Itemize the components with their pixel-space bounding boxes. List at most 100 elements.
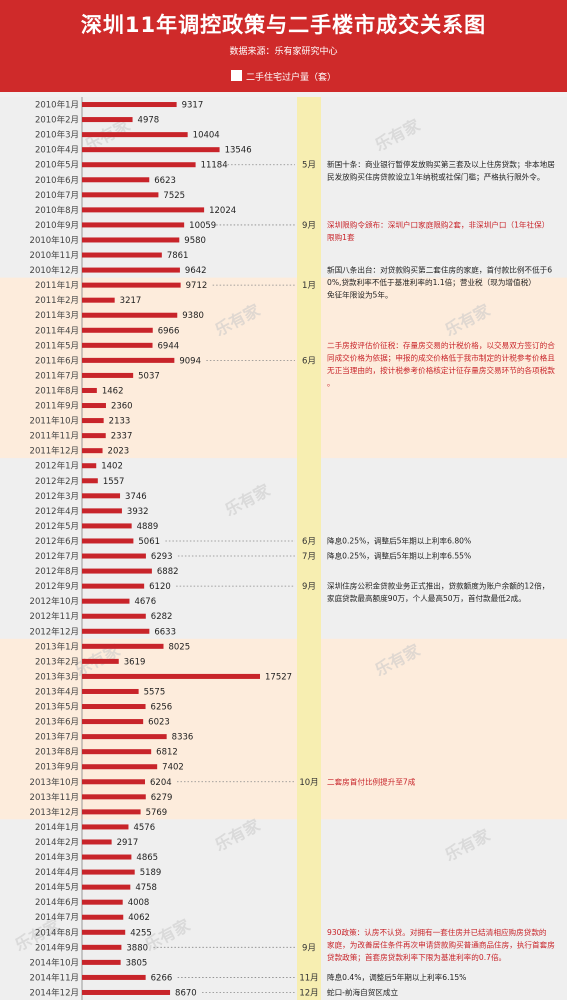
data-label: 4576 (133, 823, 155, 833)
category-label: 2012年9月 (35, 581, 79, 592)
category-label: 2011年10月 (30, 416, 79, 427)
data-label: 8670 (175, 988, 197, 998)
data-label: 5769 (146, 808, 168, 818)
bar (82, 222, 185, 228)
data-label: 9712 (186, 281, 208, 291)
year-band (0, 277, 567, 459)
category-label: 2013年2月 (35, 656, 79, 667)
bar (82, 357, 175, 363)
category-label: 2013年11月 (30, 792, 79, 803)
category-label: 2010年9月 (35, 220, 79, 231)
category-label: 2014年9月 (35, 942, 79, 953)
policy-text-line: 贷款政策；首套房贷款利率下限为基准利率的0.7倍。 (327, 952, 506, 962)
data-label: 7525 (163, 191, 185, 201)
data-label: 3805 (126, 958, 148, 968)
bar (82, 267, 180, 273)
policy-month-column (297, 97, 321, 1000)
data-label: 3746 (125, 492, 147, 502)
policy-text-line: 930政策：认房不认贷。对拥有一套住房并已结清相应购房贷款的 (327, 927, 547, 937)
data-label: 7861 (167, 251, 189, 261)
bar (82, 914, 124, 920)
policy-month: 1月 (302, 281, 316, 291)
bar (82, 387, 97, 393)
legend-swatch (230, 70, 242, 81)
category-label: 2013年1月 (35, 641, 79, 652)
category-label: 2010年7月 (35, 190, 79, 201)
policy-text-line: 新国十条：商业银行暂停发放购买第三套及以上住房贷款；非本地居 (327, 159, 555, 169)
data-label: 6944 (158, 341, 180, 351)
bar (82, 989, 171, 995)
data-label: 4062 (128, 913, 150, 923)
bar (82, 568, 152, 574)
category-label: 2013年9月 (35, 762, 79, 773)
data-label: 4978 (138, 116, 160, 126)
data-label: 6812 (156, 748, 178, 758)
bar (82, 598, 130, 604)
category-label: 2014年8月 (35, 927, 79, 938)
data-label: 6623 (154, 176, 176, 186)
bar (82, 418, 104, 424)
data-label: 9380 (182, 311, 204, 321)
data-label: 1557 (103, 477, 125, 487)
data-label: 11184 (201, 161, 228, 171)
bar (82, 809, 141, 815)
policy-text-line: 降息0.4%，调整后5年期以上利率6.15% (327, 972, 466, 982)
category-label: 2011年8月 (35, 385, 79, 396)
data-label: 6204 (150, 778, 172, 788)
data-label: 2360 (111, 402, 133, 412)
policy-text-line: 无正当理由的，按计税参考价格核定计征存量房交易环节的各项税款 (327, 365, 555, 375)
bar (82, 312, 178, 318)
data-label: 9642 (185, 266, 207, 276)
bar (82, 688, 139, 694)
category-label: 2012年4月 (35, 506, 79, 517)
bar (82, 132, 188, 138)
bar (82, 162, 196, 168)
bar (82, 794, 146, 800)
policy-text-line: 降息0.25%，调整后5年期以上利率6.55% (327, 551, 471, 561)
data-label: 4255 (130, 928, 152, 938)
data-label: 5037 (138, 371, 160, 381)
bar (82, 523, 132, 529)
category-label: 2011年12月 (30, 446, 79, 457)
policy-month: 9月 (302, 943, 316, 953)
bar (82, 974, 146, 980)
policy-text-line: 家庭贷款最高额度90万，个人最高50万，首付款最低2成。 (327, 593, 526, 603)
header-banner: 深圳11年调控政策与二手楼市成交关系图 数据来源：乐有家研究中心 二手住宅过户量… (0, 0, 567, 92)
policy-month: 12月 (299, 988, 318, 998)
data-label: 6293 (151, 552, 173, 562)
data-label: 5189 (140, 868, 162, 878)
bar (82, 282, 181, 288)
policy-text-line: 二手房按评估价征税：存量房交易的计税价格，以交易双方签订的合 (327, 340, 555, 350)
data-label: 4676 (134, 597, 156, 607)
policy-text-line: 蛇口-前海自贸区成立 (327, 987, 398, 997)
bar (82, 478, 98, 484)
category-label: 2010年2月 (35, 115, 79, 126)
category-label: 2013年10月 (30, 777, 79, 788)
policy-text-line: 0%,贷款利率不低于基准利率的1.1倍；营业税（现为增值税） (327, 277, 536, 287)
bar (82, 884, 131, 890)
bar (82, 959, 121, 965)
data-label: 7402 (162, 763, 184, 773)
category-label: 2013年5月 (35, 702, 79, 713)
policy-month: 5月 (302, 161, 316, 171)
category-label: 2011年9月 (35, 401, 79, 412)
bar (82, 433, 106, 439)
data-label: 9317 (182, 101, 204, 111)
category-label: 2012年8月 (35, 566, 79, 577)
policy-month: 7月 (302, 552, 316, 562)
category-label: 2012年10月 (30, 596, 79, 607)
policy-text-line: 新国八条出台：对贷款购买第二套住房的家庭，首付款比例不低于6 (327, 265, 552, 275)
category-label: 2013年4月 (35, 686, 79, 697)
legend: 二手住宅过户量（套） (0, 70, 567, 83)
year-band (0, 819, 567, 1000)
data-label: 4008 (128, 898, 150, 908)
bar (82, 177, 150, 183)
bar (82, 403, 106, 409)
category-label: 2014年11月 (30, 972, 79, 983)
bar (82, 839, 112, 845)
data-label: 2023 (108, 447, 130, 457)
bar (82, 448, 103, 454)
bar (82, 613, 146, 619)
bar (82, 734, 167, 740)
bar (82, 252, 162, 258)
